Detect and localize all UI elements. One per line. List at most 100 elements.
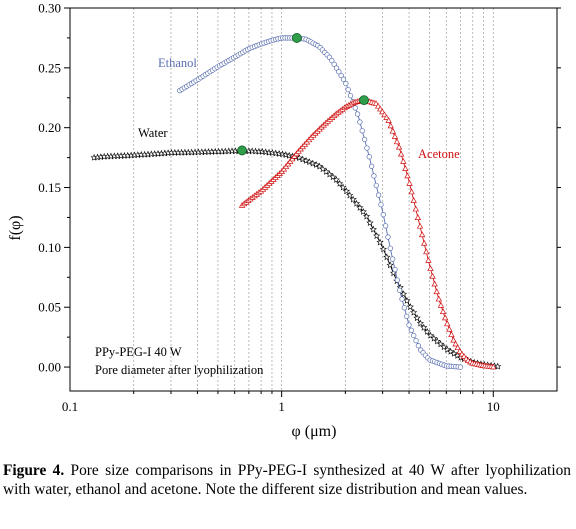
mean-marker-acetone [360, 96, 369, 105]
data-point [369, 164, 374, 169]
data-point [409, 189, 414, 194]
data-point [458, 365, 463, 370]
data-point [358, 120, 363, 125]
data-point [420, 232, 425, 237]
data-point [413, 206, 418, 211]
data-point [418, 320, 424, 325]
data-point [381, 212, 386, 217]
data-point [399, 151, 404, 156]
data-point [374, 233, 380, 238]
data-point [390, 257, 395, 262]
data-point [407, 304, 413, 309]
annotation-line-1: PPy-PEG-I 40 W [95, 345, 182, 359]
data-point [367, 155, 372, 160]
data-point [438, 303, 443, 308]
series-label-water: Water [138, 126, 168, 140]
data-point [402, 305, 407, 310]
data-point [395, 278, 400, 283]
data-point [367, 220, 373, 225]
data-point [344, 81, 349, 86]
series-line-acetone [242, 100, 493, 367]
x-axis-label: φ (μm) [292, 423, 337, 440]
data-point [381, 246, 387, 251]
x-tick-label: 0.1 [62, 399, 78, 414]
data-point [414, 338, 419, 343]
data-point [348, 93, 353, 98]
annotation-line-2: Pore diameter after lyophilization [95, 363, 264, 377]
data-point [376, 193, 381, 198]
data-point [401, 159, 406, 164]
x-tick-label: 10 [487, 399, 500, 414]
data-point [404, 298, 410, 303]
data-point [362, 137, 367, 142]
series-line-water [94, 151, 498, 366]
x-tick-label: 1 [278, 399, 285, 414]
data-point [377, 239, 383, 244]
data-point [428, 266, 433, 271]
y-tick-label: 0.30 [38, 1, 61, 16]
y-tick-label: 0.00 [38, 360, 61, 375]
data-point [397, 288, 402, 293]
figure-caption: Figure 4. Pore size comparisons in PPy-P… [3, 462, 571, 499]
data-point [411, 333, 416, 338]
series-label-acetone: Acetone [418, 147, 460, 161]
caption-label: Figure 4. [3, 462, 64, 479]
series-label-ethanol: Ethanol [158, 56, 197, 70]
data-point [365, 146, 370, 151]
data-point [447, 327, 452, 332]
data-point [417, 224, 422, 229]
data-point [393, 267, 398, 272]
y-tick-label: 0.15 [38, 180, 61, 195]
data-point [411, 198, 416, 203]
data-point [445, 321, 450, 326]
data-point [370, 226, 376, 231]
data-point [432, 281, 437, 286]
series-acetone [239, 96, 495, 369]
y-tick-label: 0.05 [38, 300, 61, 315]
data-point [394, 139, 399, 144]
mean-marker-ethanol [292, 33, 301, 42]
data-point [407, 323, 412, 328]
data-point [360, 128, 365, 133]
data-point [346, 87, 351, 92]
data-point [411, 309, 417, 314]
data-point [355, 112, 360, 117]
data-point [403, 166, 408, 171]
data-point [383, 224, 388, 229]
data-point [409, 328, 414, 333]
data-point [407, 181, 412, 186]
data-point [396, 144, 401, 149]
data-point [387, 262, 393, 267]
data-point [374, 183, 379, 188]
data-point [341, 77, 346, 82]
series-water [91, 146, 500, 369]
data-point [440, 309, 445, 314]
y-axis-label: f(φ) [7, 215, 24, 240]
data-point [379, 202, 384, 207]
series-layer [91, 33, 500, 369]
mean-marker-water [238, 146, 247, 155]
data-point [388, 246, 393, 251]
data-point [430, 274, 435, 279]
data-point [434, 289, 439, 294]
data-point [384, 254, 390, 259]
data-point [422, 241, 427, 246]
data-point [449, 332, 454, 337]
data-point [390, 128, 395, 133]
data-point [415, 215, 420, 220]
y-tick-label: 0.10 [38, 240, 61, 255]
data-point [426, 258, 431, 263]
data-point [400, 297, 405, 302]
data-point [414, 315, 420, 320]
data-point [424, 249, 429, 254]
data-point [416, 343, 421, 348]
data-point [392, 134, 397, 139]
data-point [388, 123, 393, 128]
data-point [404, 314, 409, 319]
caption-text: Pore size comparisons in PPy-PEG-I synth… [3, 462, 571, 498]
y-tick-label: 0.20 [38, 120, 61, 135]
data-point [386, 235, 391, 240]
data-point [443, 315, 448, 320]
y-tick-label: 0.25 [38, 60, 61, 75]
series-ethanol [177, 33, 462, 369]
